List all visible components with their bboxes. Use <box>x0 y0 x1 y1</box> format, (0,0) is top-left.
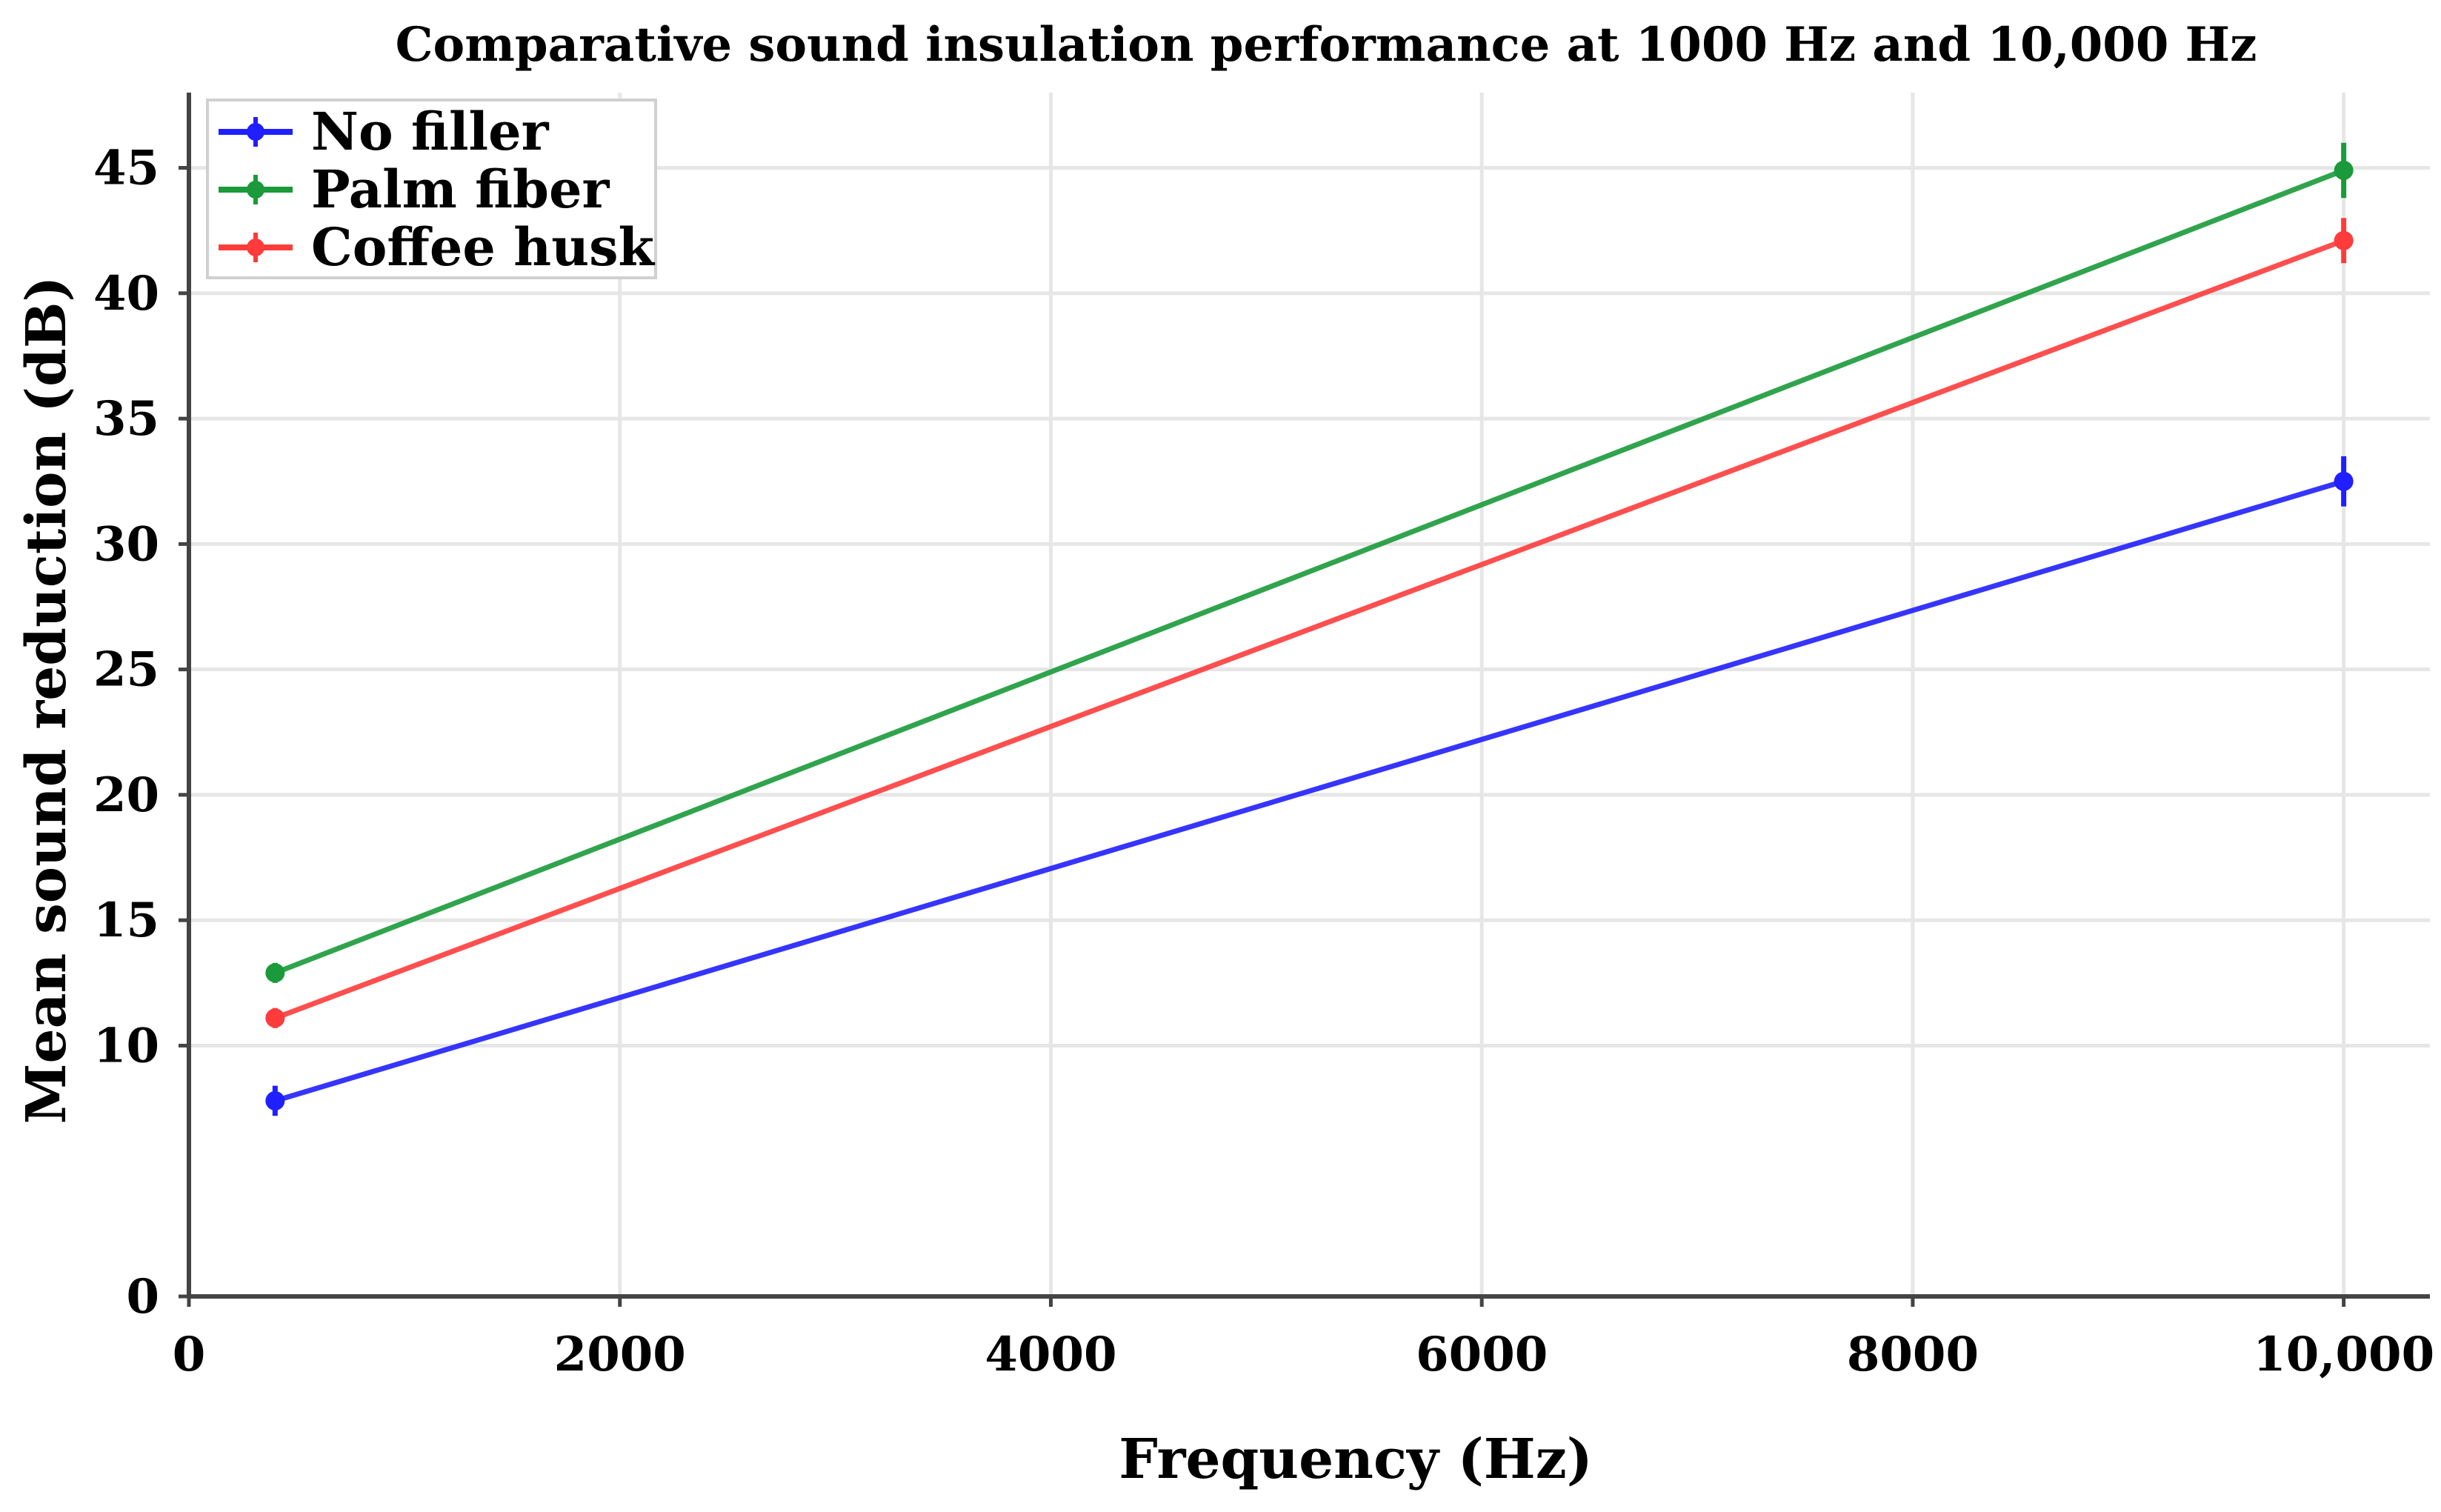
x-tick-label-3: 6000 <box>1416 1327 1548 1382</box>
x-tick-label-5: 10,000 <box>2253 1327 2434 1382</box>
y-tick-label-2: 15 <box>93 893 159 948</box>
legend-label-2: Coffee husk <box>311 216 655 278</box>
y-tick-label-3: 20 <box>93 767 159 823</box>
x-tick-label-2: 4000 <box>985 1327 1116 1382</box>
data-point-0-1 <box>2334 471 2354 491</box>
y-tick-label-8: 45 <box>93 141 159 196</box>
legend-entry-1: Palm fiber <box>219 159 610 220</box>
data-point-2-1 <box>2334 230 2354 250</box>
legend-label-0: No filler <box>311 101 550 162</box>
series-1 <box>265 142 2354 983</box>
data-point-1-0 <box>265 963 285 983</box>
y-tick-label-5: 30 <box>93 516 159 572</box>
data-point-2-0 <box>265 1008 285 1028</box>
y-tick-label-0: 0 <box>126 1269 159 1325</box>
chart-title: Comparative sound insulation performance… <box>396 17 2257 73</box>
series-layer <box>265 142 2354 1116</box>
y-tick-label-7: 40 <box>93 266 159 322</box>
data-point-1-1 <box>2334 160 2354 180</box>
y-tick-label-1: 10 <box>93 1018 159 1073</box>
y-ticks: 0 10 15 20 25 30 35 40 45 <box>93 141 189 1325</box>
legend-entry-2: Coffee husk <box>219 216 655 278</box>
series-line-2 <box>272 238 2347 1021</box>
series-line-0 <box>272 479 2347 1104</box>
x-tick-label-4: 8000 <box>1847 1327 1979 1382</box>
x-tick-label-0: 0 <box>173 1327 206 1382</box>
y-tick-label-4: 25 <box>93 642 159 698</box>
series-2 <box>265 218 2354 1028</box>
x-tick-label-1: 2000 <box>554 1327 686 1382</box>
legend-entry-0: No filler <box>219 101 550 162</box>
y-tick-label-6: 35 <box>93 391 159 447</box>
y-axis-label: Mean sound reduction (dB) <box>15 276 79 1125</box>
series-line-1 <box>272 167 2347 976</box>
x-axis-label: Frequency (Hz) <box>1119 1428 1593 1491</box>
series-0 <box>265 456 2354 1116</box>
x-ticks: 0 2000 4000 6000 8000 10,000 <box>173 1296 2434 1382</box>
grid-layer <box>189 93 2430 1296</box>
data-point-0-0 <box>265 1090 285 1110</box>
legend-label-1: Palm fiber <box>311 159 610 220</box>
